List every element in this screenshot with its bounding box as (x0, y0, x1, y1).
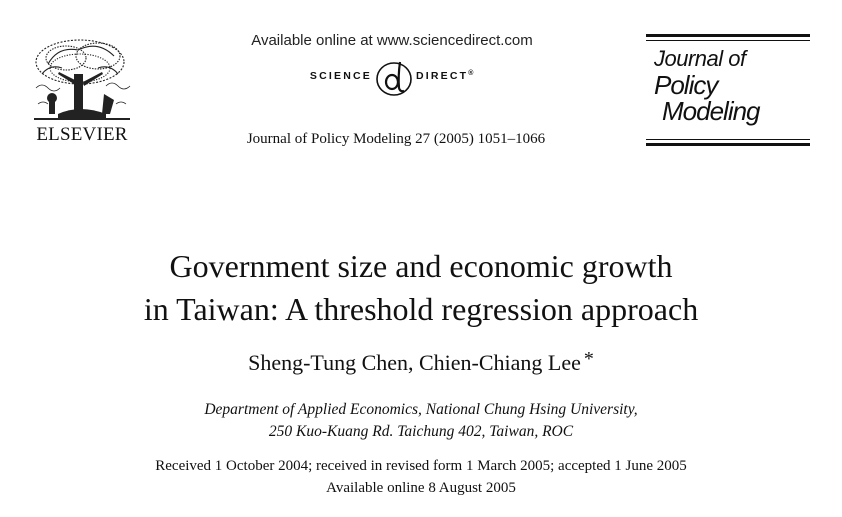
author-names: Sheng-Tung Chen, Chien-Chiang Lee (248, 350, 581, 375)
journal-reference: Journal of Policy Modeling 27 (2005) 105… (246, 131, 546, 147)
journal-logo-rule-bottom (646, 143, 810, 146)
article-title-line1: Government size and economic growth (169, 248, 673, 284)
journal-logo-line2: Policy (654, 70, 718, 100)
article-title-line2: in Taiwan: A threshold regression approa… (143, 291, 699, 327)
article-authors: Sheng-Tung Chen, Chien-Chiang Lee * (60, 348, 782, 376)
sciencedirect-logo: SCIENCE DIRECT® (262, 58, 522, 98)
publisher-name: ELSEVIER (36, 124, 128, 145)
article-history-dates: Received 1 October 2004; received in rev… (155, 458, 687, 474)
elsevier-tree-logo (34, 39, 131, 120)
affiliation-line1: Department of Applied Economics, Nationa… (204, 401, 638, 418)
sciencedirect-left-word: SCIENCE (309, 70, 372, 82)
affiliation-line2: 250 Kuo-Kuang Rd. Taichung 402, Taiwan, … (268, 423, 574, 440)
sciencedirect-right-word: DIRECT® (416, 70, 474, 82)
journal-logo-line1: Journal of (654, 46, 746, 71)
journal-logo-rule-top-thin (646, 40, 810, 41)
registered-mark: ® (468, 70, 474, 77)
journal-logo-rule-top (646, 34, 810, 37)
available-online-text: Available online at www.sciencedirect.co… (251, 32, 533, 49)
journal-logo-line3: Modeling (662, 96, 761, 126)
journal-logo-rule-bottom-thin (646, 139, 810, 140)
corresponding-author-mark[interactable]: * (583, 348, 594, 370)
available-online-date: Available online 8 August 2005 (326, 480, 516, 496)
at-symbol-icon (376, 61, 412, 96)
